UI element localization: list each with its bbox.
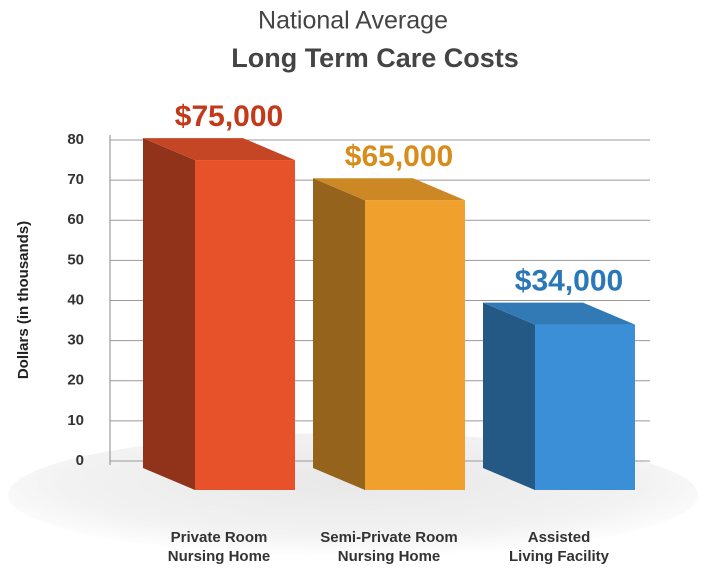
bar-top	[143, 138, 295, 161]
bar-side	[483, 302, 535, 490]
y-tick-label: 10	[67, 412, 84, 429]
value-label: $34,000	[515, 264, 623, 297]
bar	[365, 200, 465, 490]
chart-subtitle: Long Term Care Costs	[231, 43, 519, 73]
y-tick-label: 0	[76, 452, 84, 469]
y-tick-label: 40	[67, 291, 84, 308]
y-tick-label: 60	[67, 211, 84, 228]
x-tick-label: Private Room Nursing Home	[167, 529, 271, 565]
x-tick-label: Semi-Private Room Nursing Home	[320, 529, 458, 565]
bar-side	[313, 178, 365, 490]
y-tick-label: 30	[67, 332, 84, 349]
bar-side	[143, 138, 195, 490]
x-tick-label: Assisted Living Facility	[508, 529, 610, 565]
bar	[195, 160, 295, 490]
y-tick-label: 80	[67, 131, 84, 148]
chart-title: National Average	[258, 7, 448, 35]
y-tick-label: 50	[67, 251, 84, 268]
y-tick-label: 20	[67, 372, 84, 389]
value-label: $65,000	[345, 140, 453, 173]
y-tick-label: 70	[67, 171, 84, 188]
bar-top	[483, 302, 635, 325]
bar	[535, 324, 635, 490]
value-label: $75,000	[175, 100, 283, 133]
y-axis-label: Dollars (in thousands)	[15, 221, 32, 379]
bar-top	[313, 178, 465, 201]
